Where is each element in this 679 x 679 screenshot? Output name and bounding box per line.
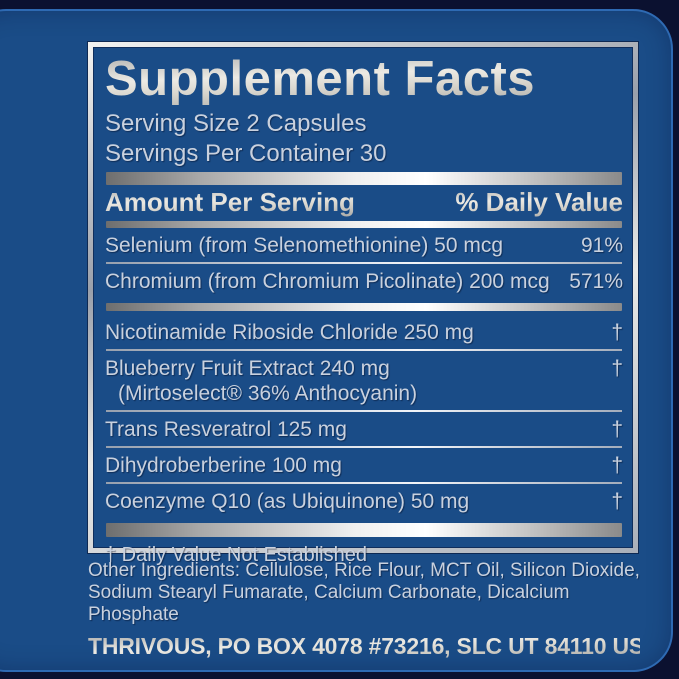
- row-divider: [106, 410, 622, 412]
- ingredient-name-sub: (Mirtoselect® 36% Anthocyanin): [118, 382, 418, 405]
- table-row-selenium: Selenium (from Selenomethionine) 50 mcg …: [105, 228, 623, 262]
- daily-value-dagger: †: [611, 357, 623, 380]
- row-divider: [106, 446, 622, 448]
- ingredient-name: Blueberry Fruit Extract 240 mg (Mirtosel…: [105, 357, 605, 405]
- ingredient-name: Selenium (from Selenomethionine) 50 mcg: [105, 234, 504, 257]
- ingredient-name: Trans Resveratrol 125 mg: [105, 418, 347, 441]
- table-row-blueberry: Blueberry Fruit Extract 240 mg (Mirtosel…: [105, 351, 623, 410]
- facts-header-row: Amount Per Serving % Daily Value: [105, 186, 623, 219]
- ingredient-name: Chromium (from Chromium Picolinate) 200 …: [105, 270, 550, 293]
- ingredient-name: Nicotinamide Riboside Chloride 250 mg: [105, 321, 474, 344]
- daily-value-dagger: †: [611, 490, 623, 513]
- daily-value-dagger: †: [611, 454, 623, 477]
- row-divider: [106, 482, 622, 484]
- ingredient-name: Dihydroberberine 100 mg: [105, 454, 342, 477]
- other-ingredients-text: Other Ingredients: Cellulose, Rice Flour…: [88, 560, 640, 625]
- daily-value: 91%: [580, 234, 623, 257]
- servings-per-container: Servings Per Container 30: [105, 140, 387, 167]
- separator-bar-header: [106, 221, 622, 228]
- table-row-resveratrol: Trans Resveratrol 125 mg †: [105, 412, 623, 446]
- separator-bar-top: [106, 172, 622, 185]
- label-footer: Other Ingredients: Cellulose, Rice Flour…: [88, 560, 661, 660]
- table-row-nicotinamide: Nicotinamide Riboside Chloride 250 mg †: [105, 315, 623, 349]
- table-row-chromium: Chromium (from Chromium Picolinate) 200 …: [105, 264, 623, 298]
- supplement-facts-title: Supplement Facts: [105, 51, 623, 107]
- manufacturer-address: THRIVOUS, PO BOX 4078 #73216, SLC UT 841…: [88, 633, 661, 659]
- table-row-dihydroberberine: Dihydroberberine 100 mg †: [105, 448, 623, 482]
- separator-bar-mid: [106, 303, 622, 311]
- amount-per-serving-header: Amount Per Serving: [105, 187, 355, 217]
- row-divider: [106, 349, 622, 351]
- row-divider: [106, 262, 622, 264]
- separator-bar-bottom: [106, 523, 622, 537]
- ingredient-name-main: Blueberry Fruit Extract 240 mg: [105, 357, 390, 380]
- daily-value-header: % Daily Value: [455, 187, 623, 217]
- daily-value: 571%: [569, 270, 623, 293]
- daily-value-dagger: †: [611, 418, 623, 441]
- ingredient-name: Coenzyme Q10 (as Ubiquinone) 50 mg: [105, 490, 470, 513]
- supplement-facts-box: Supplement Facts Serving Size 2 Capsules…: [88, 42, 638, 566]
- daily-value-footnote: † Daily Value Not Established: [105, 544, 367, 566]
- serving-size: Serving Size 2 Capsules: [105, 110, 367, 137]
- table-row-coq10: Coenzyme Q10 (as Ubiquinone) 50 mg †: [105, 484, 623, 518]
- daily-value-dagger: †: [611, 321, 623, 344]
